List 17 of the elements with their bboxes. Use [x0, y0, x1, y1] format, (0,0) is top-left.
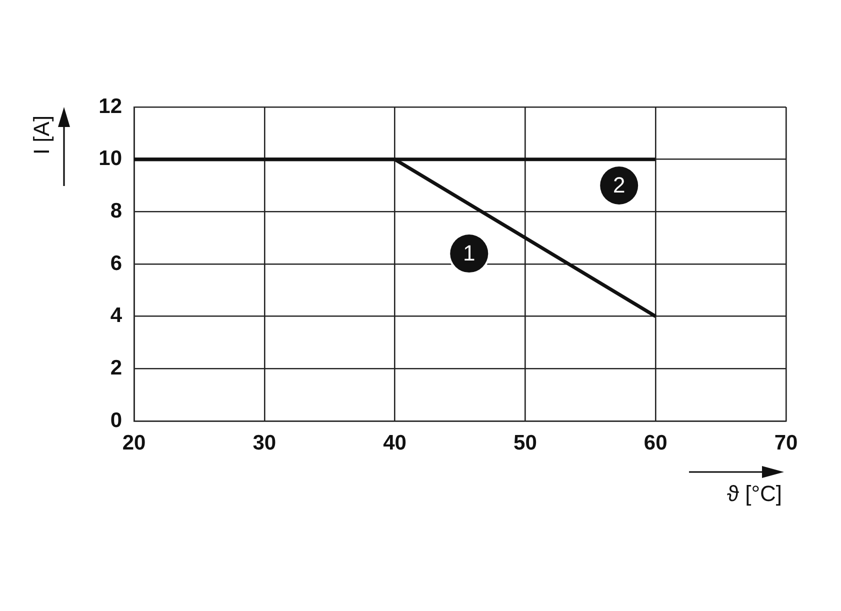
- x-tick-label: 70: [774, 431, 798, 454]
- x-tick-label: 60: [644, 431, 668, 454]
- y-tick-label: 0: [110, 408, 122, 432]
- y-tick-label: 2: [110, 356, 122, 380]
- y-tick-label: 4: [110, 304, 122, 328]
- x-tick-label: 30: [252, 431, 276, 454]
- annotation: 2: [612, 172, 626, 198]
- x-tick-label: 50: [514, 431, 537, 454]
- y-axis-title: I [A]: [29, 115, 54, 155]
- y-tick-label: 12: [98, 94, 122, 118]
- y-tick-label: 10: [98, 147, 122, 170]
- x-axis-title: ϑ [°C]: [726, 481, 782, 506]
- y-tick-label: 8: [110, 199, 122, 222]
- annotation: 1: [463, 240, 476, 266]
- y-tick-label: 6: [110, 252, 122, 275]
- x-tick-label: 40: [383, 431, 406, 454]
- x-tick-label: 20: [122, 431, 146, 454]
